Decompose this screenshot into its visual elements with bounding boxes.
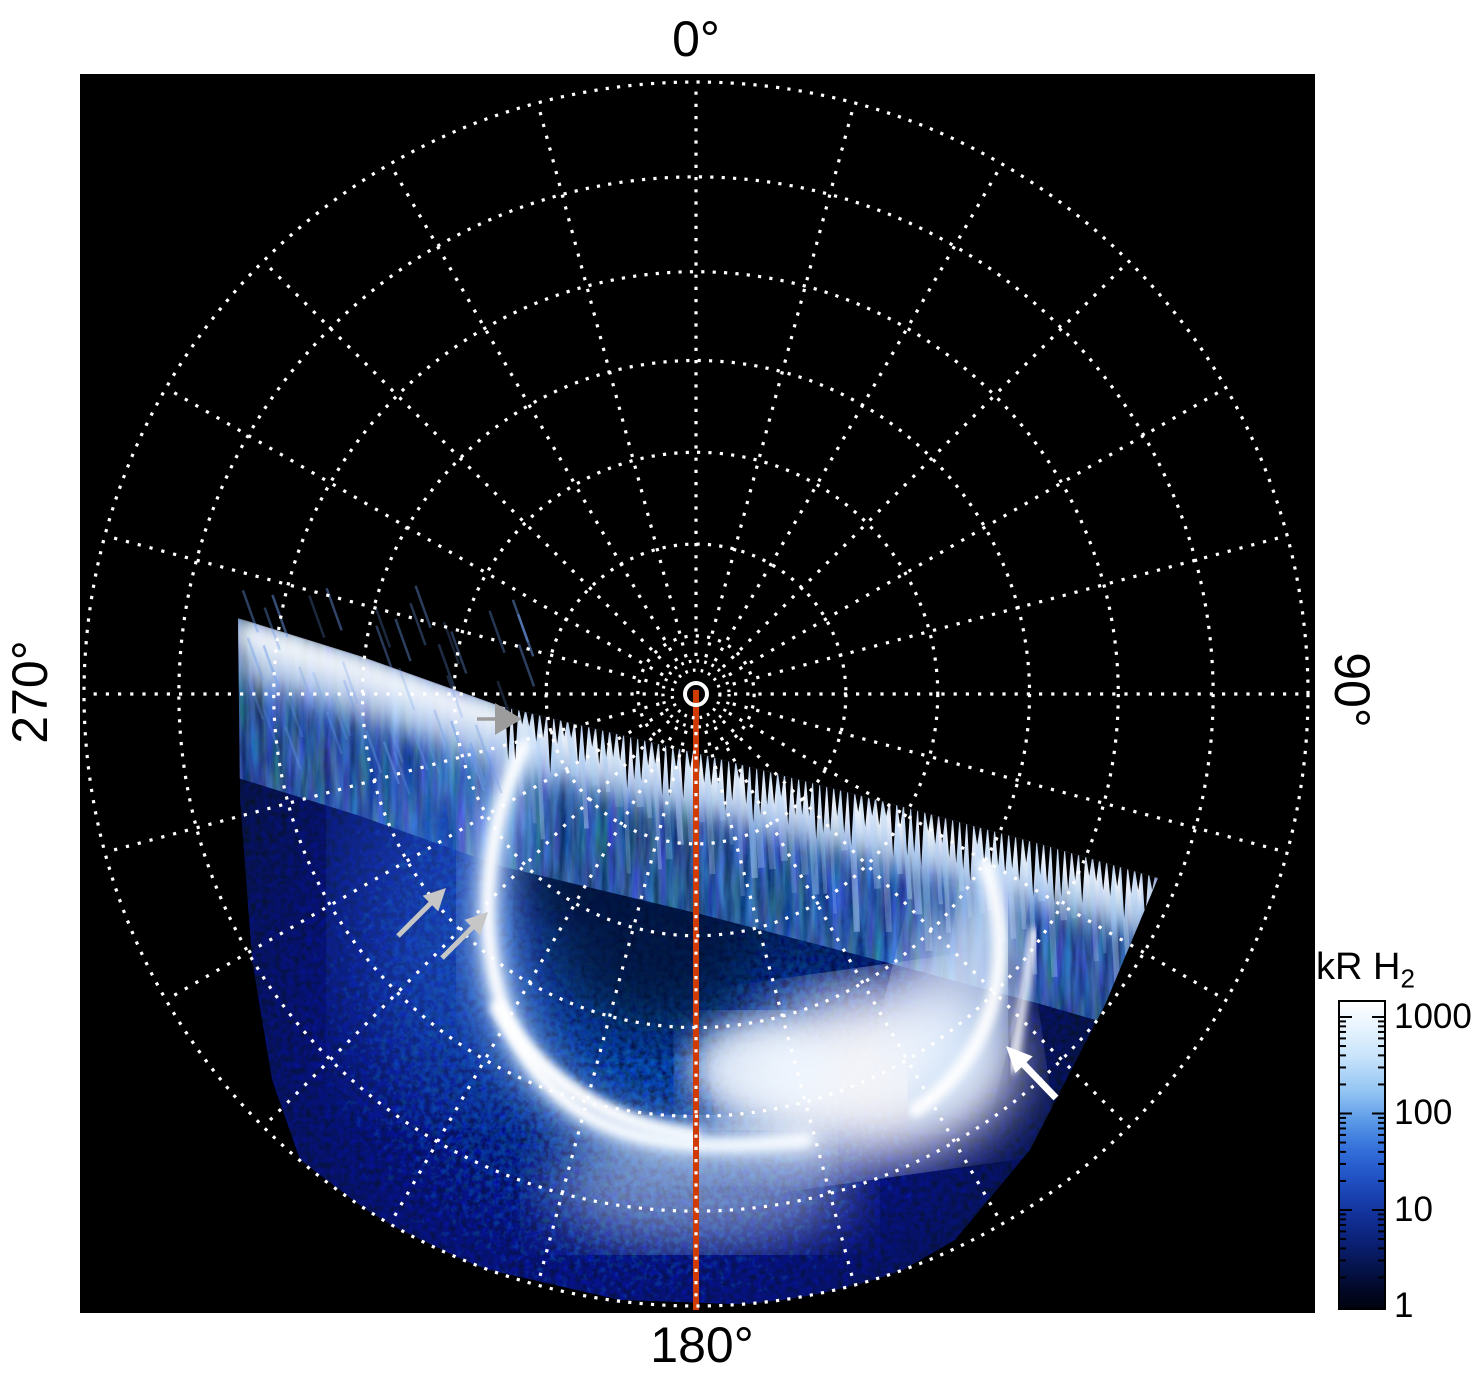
colorbar-tick-100: 100 [1394, 1093, 1453, 1132]
grid-spoke-255 [107, 702, 660, 854]
bright-blob-1 [688, 1020, 832, 1120]
grid-spoke-315 [264, 262, 671, 669]
annotation-arrows [396, 703, 1059, 1101]
colorbar-tick-1000: 1000 [1394, 997, 1472, 1036]
grid-spoke-330 [390, 165, 679, 662]
grid-ring-7 [661, 659, 731, 729]
grid-spoke-300 [167, 388, 664, 677]
gray-pointer-triangle-head [495, 703, 522, 735]
colorbar-ticks [1340, 1016, 1384, 1279]
white-arrow-shaft [1020, 1060, 1059, 1101]
grid-spoke-15 [704, 105, 856, 658]
pole-ring [683, 681, 709, 707]
grid-spoke-120 [728, 711, 1225, 1000]
angle-label-270: 270° [2, 640, 58, 744]
grid-spoke-45 [721, 262, 1128, 669]
colorbar-title-text: kR H [1316, 946, 1401, 988]
angle-label-180: 180° [650, 1317, 754, 1373]
colorbar-tick-1: 1 [1394, 1286, 1414, 1325]
polar-grid [82, 80, 1310, 1308]
grid-spoke-195 [536, 730, 688, 1283]
gray-arrow-1-shaft [396, 900, 434, 938]
grid-spoke-135 [721, 719, 1128, 1126]
grid-ring-2 [272, 270, 1120, 1118]
colorbar [1338, 1000, 1386, 1310]
grid-spoke-105 [732, 702, 1285, 854]
grid-spoke-75 [732, 534, 1285, 686]
grid-spoke-240 [167, 711, 664, 1000]
inner-right-arc-core [908, 858, 1007, 1118]
grid-spoke-225 [264, 719, 671, 1126]
grid-spoke-165 [704, 730, 856, 1283]
grid-ring-0 [82, 80, 1310, 1308]
grid-spoke-30 [713, 165, 1002, 662]
main-arc-bright-segment [490, 1000, 700, 1144]
grid-ring-1 [177, 175, 1215, 1213]
gray-arrow-1-head [422, 888, 446, 912]
grid-spoke-345 [536, 105, 688, 658]
terminator-teeth [505, 705, 1156, 921]
colorbar-tick-10: 10 [1394, 1190, 1433, 1229]
grid-spoke-210 [390, 726, 679, 1223]
gray-arrow-2-shaft [440, 924, 476, 960]
grid-spoke-60 [728, 388, 1225, 677]
grid-spoke-150 [713, 726, 1002, 1223]
grid-ring-4 [452, 450, 940, 938]
grid-spoke-285 [107, 534, 660, 686]
bright-blob-4 [550, 1127, 850, 1243]
colorbar-title-subscript: 2 [1400, 963, 1415, 994]
grid-ring-8 [670, 668, 722, 720]
colorbar-title: kR H2 [1316, 946, 1415, 995]
angle-label-0: 0° [672, 11, 720, 67]
gray-arrow-2-head [464, 912, 488, 936]
angle-label-90: 90° [1324, 652, 1380, 728]
white-arrow-head [1006, 1046, 1033, 1074]
grid-ring-6 [636, 634, 756, 754]
